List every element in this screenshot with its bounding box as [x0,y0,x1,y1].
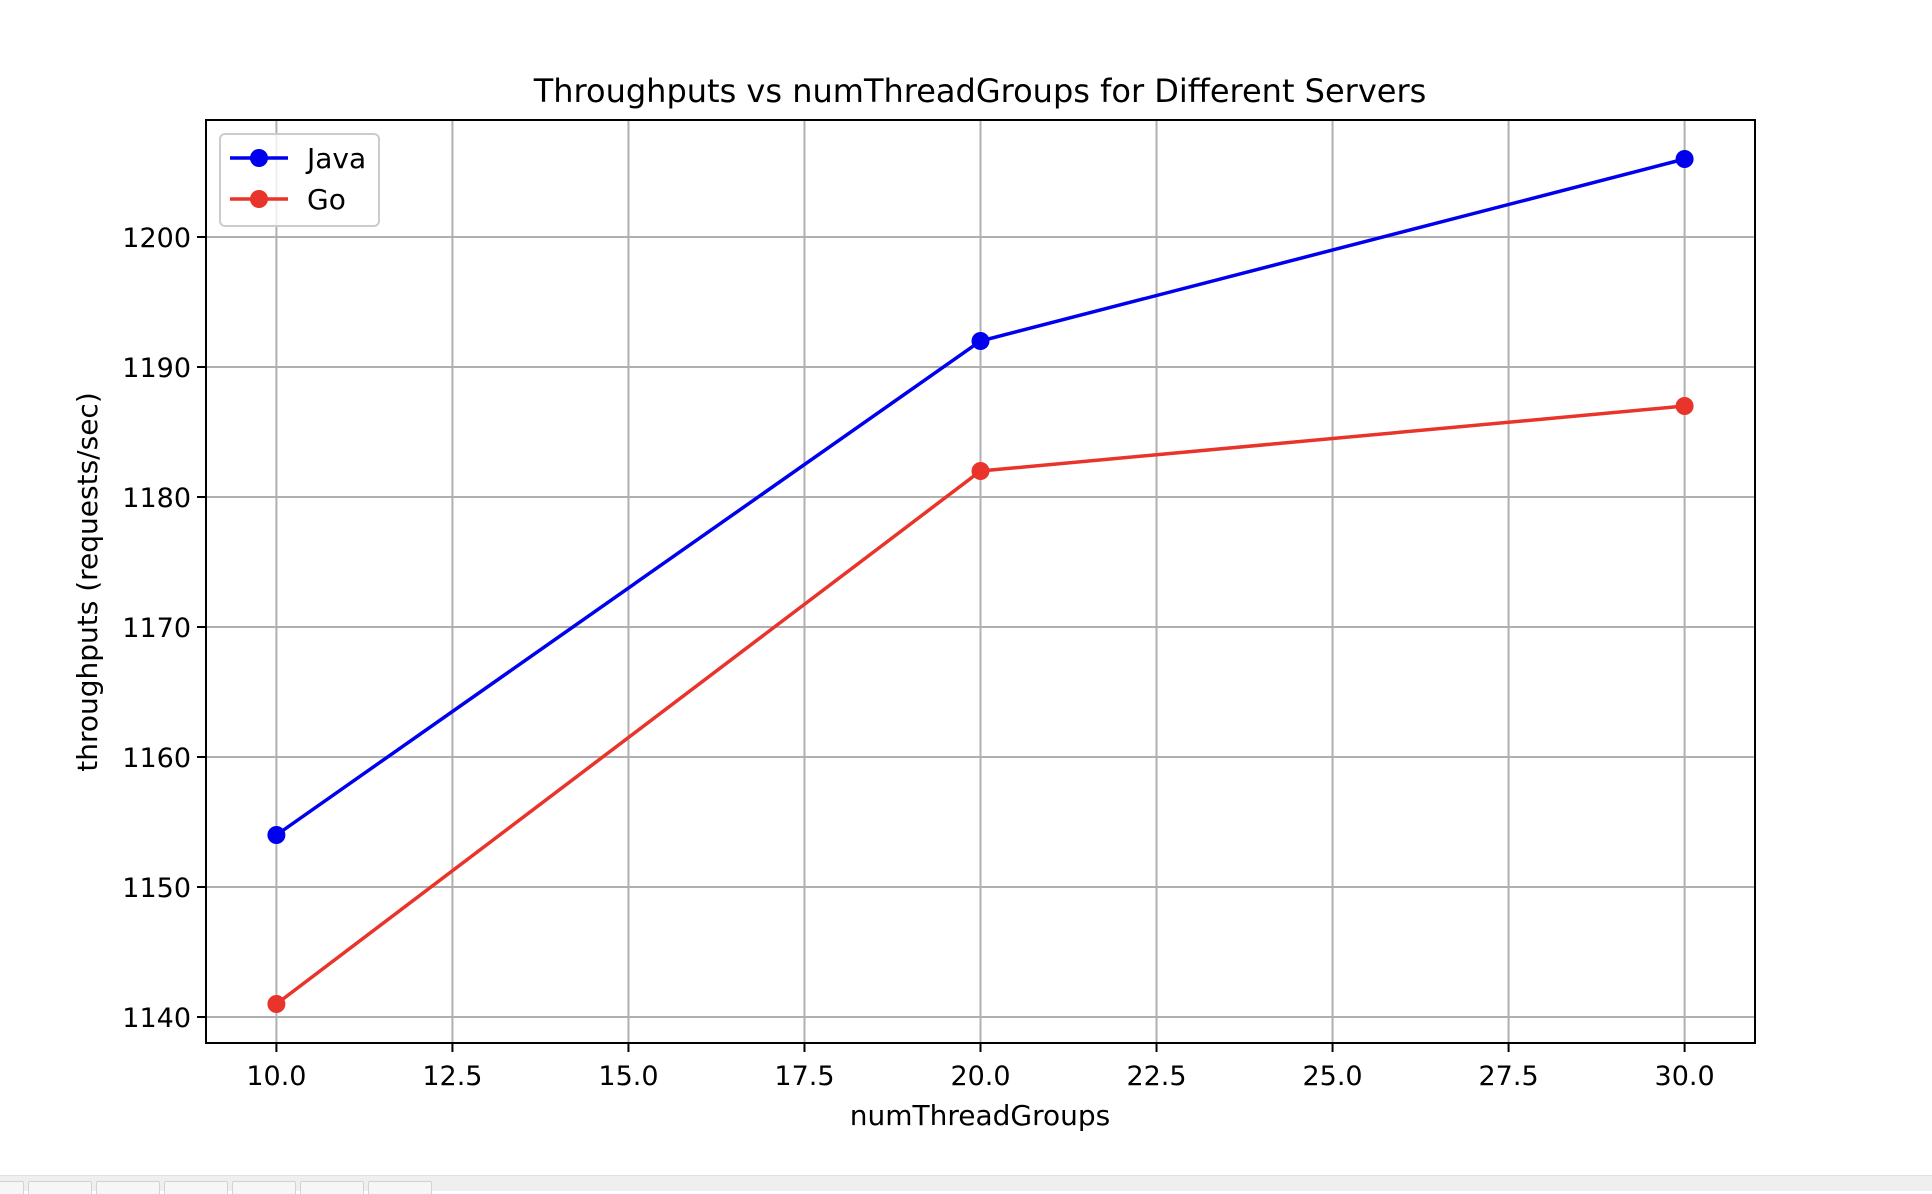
y-tick-label: 1140 [122,1003,191,1034]
legend-label-go: Go [307,183,346,216]
x-tick-label: 10.0 [246,1061,306,1092]
chart-title: Throughputs vs numThreadGroups for Diffe… [533,72,1427,110]
x-tick-label: 12.5 [422,1061,482,1092]
data-point-go [971,462,990,480]
legend-label-java: Java [305,142,366,175]
x-tick-label: 17.5 [774,1061,834,1092]
x-tick-label: 25.0 [1302,1061,1362,1092]
legend-marker-go [250,190,268,208]
toolbar-tab[interactable] [0,1181,24,1194]
x-tick-label: 20.0 [950,1061,1010,1092]
y-tick-label: 1190 [122,353,191,384]
series-layer [267,150,1694,1013]
data-point-java [1675,150,1694,168]
x-axis-title: numThreadGroups [850,1099,1111,1132]
bottom-toolbar [0,1175,1932,1194]
tick-layer: 10.0 12.5 15.0 17.5 20.0 22.5 25.0 27.5 30.0 1140… [122,223,1714,1092]
data-point-go [267,995,286,1013]
toolbar-tab[interactable] [164,1181,228,1194]
x-tick-label: 22.5 [1126,1061,1186,1092]
data-point-java [971,332,990,350]
y-tick-label: 1200 [122,223,191,254]
toolbar-tab[interactable] [368,1181,432,1194]
x-tick-label: 30.0 [1655,1061,1715,1092]
toolbar-tab[interactable] [28,1181,92,1194]
toolbar-tab[interactable] [96,1181,160,1194]
legend: Java Go [219,133,380,227]
y-axis-title: throughputs (requests/sec) [71,392,104,772]
grid-lines [206,120,1755,1043]
x-tick-label: 15.0 [598,1061,658,1092]
toolbar-tab[interactable] [300,1181,364,1194]
y-tick-label: 1150 [122,873,191,904]
data-point-java [267,826,286,844]
y-tick-label: 1170 [122,613,191,644]
data-point-go [1675,397,1694,415]
legend-marker-java [250,149,268,167]
x-tick-label: 27.5 [1479,1061,1539,1092]
y-tick-label: 1160 [122,743,191,774]
toolbar-tab[interactable] [232,1181,296,1194]
y-tick-label: 1180 [122,483,191,514]
